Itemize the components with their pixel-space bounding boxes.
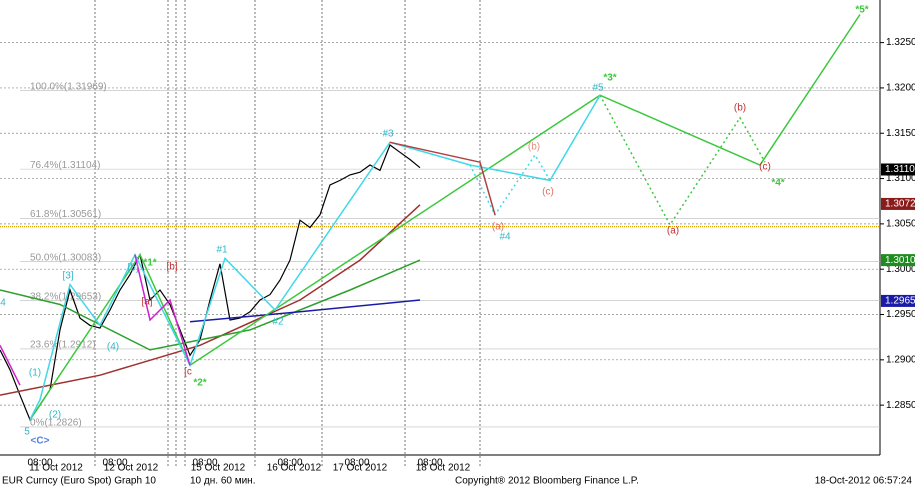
price-tag [881, 163, 915, 176]
x-tick-label: 08:00 [277, 458, 302, 469]
wave-label: (c) [759, 162, 771, 173]
wave-label: #5 [592, 83, 604, 94]
wave-label: (4) [107, 342, 119, 353]
fib-label: 0%(1.2826) [30, 418, 82, 429]
y-tick-label: 1.2850 [886, 400, 915, 411]
fib-label: 50.0%(1.30083) [30, 252, 101, 263]
wave-label: *3* [603, 73, 616, 84]
series-line [29, 94, 601, 421]
wave-label: *5* [855, 5, 868, 16]
wave-label: (a) [667, 226, 679, 237]
wave-label: (b) [734, 103, 746, 114]
y-tick-label: 1.3150 [886, 128, 915, 139]
x-date-label: 17 Oct 2012 [333, 463, 388, 474]
wave-label: 5 [24, 427, 30, 438]
price-tag-label: 1.2965 [885, 296, 915, 307]
y-tick-label: 1.3000 [886, 264, 915, 275]
wave-label: [c [184, 367, 192, 378]
y-tick-label: 1.3100 [886, 173, 915, 184]
wave-label: (b) [528, 142, 540, 153]
plot-background [0, 0, 880, 455]
wave-label: [b] [166, 262, 177, 273]
fib-label: 23.6%(1.2912) [30, 340, 96, 351]
price-tag [881, 197, 915, 210]
footer-security: EUR Curncy (Euro Spot) Graph 10 [2, 476, 156, 487]
wave-label: [5] [127, 263, 138, 274]
price-tag-label: 1.3072 [885, 199, 915, 210]
x-tick-label: 08:00 [27, 458, 52, 469]
x-date-label: 12 Oct 2012 [104, 463, 159, 474]
wave-label: (1) [29, 368, 41, 379]
footer-timestamp: 18-Oct-2012 06:57:24 [815, 476, 913, 487]
wave-label: #1 [216, 245, 228, 256]
wave-label: *4* [771, 178, 784, 189]
wave-label: (c) [542, 187, 554, 198]
x-tick-label: 08:00 [102, 458, 127, 469]
series-line [599, 94, 766, 227]
wave-label: (2) [49, 410, 61, 421]
fib-label: 76.4%(1.31104) [30, 160, 100, 171]
wave-label: [a] [141, 297, 152, 308]
wave-label: #4 [499, 232, 511, 243]
wave-label: <C> [31, 436, 50, 447]
footer-copyright: Copyright® 2012 Bloomberg Finance L.P. [455, 476, 639, 487]
wave-label: #2 [272, 317, 284, 328]
wave-label: #3 [382, 129, 394, 140]
fib-label: 61.8%(1.30561) [30, 209, 101, 220]
y-tick-label: 1.3050 [886, 219, 915, 230]
price-tag [881, 254, 915, 267]
x-tick-label: 08:00 [344, 458, 369, 469]
wave-label: *2* [193, 378, 206, 389]
wave-label: (a) [492, 222, 504, 233]
series-line [389, 141, 496, 216]
footer-period: 10 дн. 60 мин. [190, 476, 255, 487]
y-tick-label: 1.3200 [886, 83, 915, 94]
y-tick-label: 1.3250 [886, 37, 915, 48]
fib-label: 100.0%(1.31969) [30, 81, 107, 92]
x-date-label: 16 Oct 2012 [267, 463, 322, 474]
y-tick-label: 1.2950 [886, 309, 915, 320]
wave-label: 4 [0, 298, 6, 309]
series-line [0, 259, 421, 351]
fib-label: 38.2%(1.29653) [30, 291, 101, 302]
price-tag-label: 1.3110 [885, 164, 915, 175]
series-line [0, 204, 421, 396]
x-tick-label: 08:00 [417, 458, 442, 469]
series-line [0, 254, 191, 386]
x-date-label: 18 Oct 2012 [416, 463, 471, 474]
wave-label: [3] [62, 271, 73, 282]
series-line [0, 144, 421, 421]
series-line [469, 153, 551, 217]
wave-label: *1* [143, 258, 156, 269]
price-tag-label: 1.3010 [885, 255, 915, 266]
x-tick-label: 08:00 [192, 458, 217, 469]
y-tick-label: 1.2900 [886, 354, 915, 365]
x-date-label: 15 Oct 2012 [191, 463, 246, 474]
series-line [189, 299, 421, 323]
price-tag [881, 294, 915, 307]
x-date-label: 11 Oct 2012 [29, 463, 83, 474]
